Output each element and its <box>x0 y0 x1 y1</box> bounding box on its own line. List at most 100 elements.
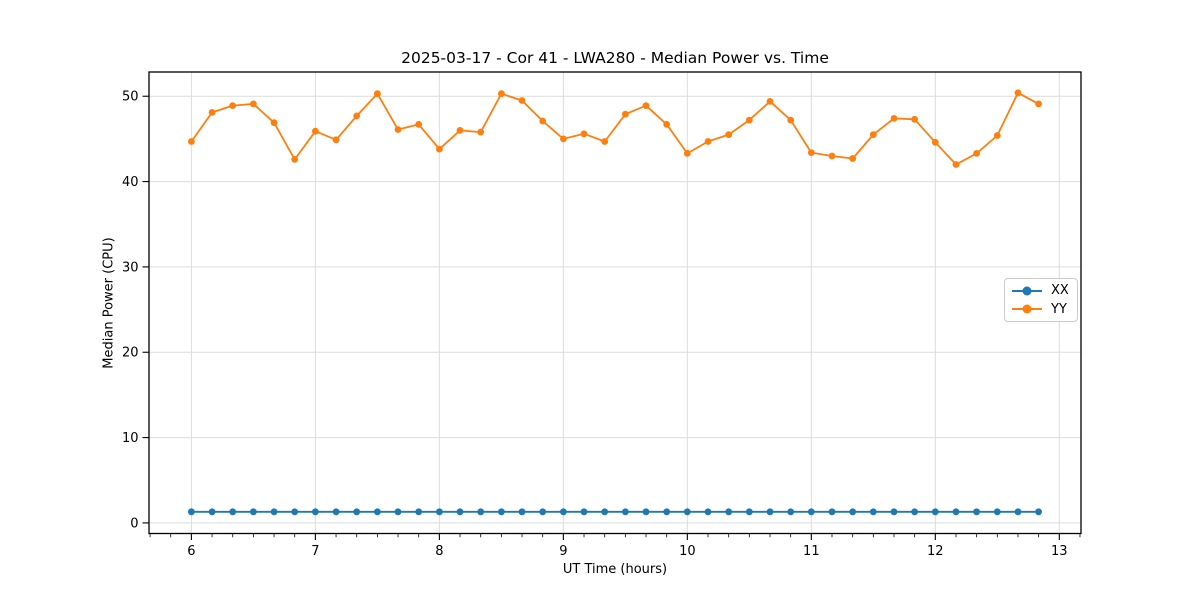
series-yy-marker <box>498 90 505 98</box>
axes-spines <box>148 71 1082 535</box>
series-xx-marker <box>931 508 939 516</box>
series-xx-marker <box>353 508 361 516</box>
series-yy-marker <box>1014 89 1022 97</box>
series-xx-marker <box>890 508 898 516</box>
series-xx-marker <box>869 508 877 516</box>
y-tick-label: 30 <box>122 260 139 275</box>
series-xx-marker <box>787 508 795 516</box>
series-yy-marker <box>188 138 195 145</box>
series-xx-marker <box>188 508 195 516</box>
series-yy-marker <box>477 128 485 136</box>
series-xx-marker <box>436 508 443 516</box>
series-yy-marker <box>973 150 980 157</box>
series-yy-marker <box>622 110 629 118</box>
series-yy-marker <box>952 161 960 168</box>
series-xx-marker <box>394 508 402 516</box>
chart-title: 2025-03-17 - Cor 41 - LWA280 - Median Po… <box>401 49 829 67</box>
x-tick-label: 10 <box>679 544 696 559</box>
series-xx-marker <box>849 508 857 516</box>
series-xx-marker <box>332 508 340 516</box>
series-yy-marker <box>745 116 753 124</box>
series-yy-marker <box>415 121 423 128</box>
series-xx-marker <box>1014 508 1022 516</box>
series-xx-marker <box>993 508 1001 516</box>
series-xx-marker <box>208 508 216 516</box>
legend-label-yy: YY <box>1051 301 1067 317</box>
series-xx-marker <box>745 508 753 516</box>
series-yy-marker <box>312 127 319 135</box>
series-xx-marker <box>973 508 980 516</box>
series-xx-marker <box>477 508 485 516</box>
series-yy-marker <box>229 102 237 109</box>
series-xx-marker <box>601 508 609 516</box>
series-xx-marker <box>725 508 733 516</box>
series-xx-marker <box>952 508 960 516</box>
series-xx-marker <box>456 508 464 516</box>
series-yy-marker <box>663 121 671 128</box>
series-yy-marker <box>787 116 795 124</box>
series-yy-marker <box>849 155 857 162</box>
series-xx-marker <box>704 508 712 516</box>
series-xx-marker <box>560 508 567 516</box>
series-yy-marker <box>683 150 691 157</box>
x-tick-label: 7 <box>311 544 319 559</box>
legend-item-xx: XX <box>1012 282 1070 299</box>
series-xx-marker <box>518 508 526 516</box>
y-tick-label: 10 <box>122 431 139 446</box>
series-yy-marker <box>931 138 939 146</box>
series-xx-marker <box>911 508 918 516</box>
legend: XX YY <box>1004 278 1078 322</box>
series-xx-marker <box>642 508 650 516</box>
series-yy-marker <box>456 126 464 134</box>
series-yy-marker <box>436 145 443 153</box>
series-yy-marker <box>890 115 898 122</box>
series-xx-marker <box>828 508 836 516</box>
series-yy-marker <box>766 98 774 105</box>
series-yy-marker <box>518 97 526 104</box>
series-xx-marker <box>683 508 691 516</box>
series-yy-marker <box>353 112 361 120</box>
x-tick-label: 13 <box>1051 544 1068 559</box>
series-xx-marker <box>374 508 381 516</box>
series-yy-marker <box>208 109 216 116</box>
series-xx-marker <box>291 508 299 516</box>
x-tick-label: 8 <box>435 544 443 559</box>
legend-item-yy: YY <box>1012 301 1070 318</box>
y-tick-label: 40 <box>122 175 139 190</box>
series-yy-marker <box>270 119 278 127</box>
series-yy-marker <box>394 126 402 133</box>
y-tick-label: 0 <box>130 516 138 531</box>
series-xx-marker <box>250 508 257 516</box>
y-tick-label: 20 <box>122 346 139 361</box>
series-xx-marker <box>312 508 319 516</box>
series-yy-marker <box>580 130 588 138</box>
series-yy-marker <box>1035 100 1042 108</box>
series-yy-marker <box>642 102 650 109</box>
y-tick-label: 50 <box>122 90 139 105</box>
legend-label-xx: XX <box>1051 283 1069 299</box>
series-xx-marker <box>270 508 278 516</box>
series-yy-marker <box>601 138 609 145</box>
series-xx-marker <box>1035 508 1042 516</box>
series-yy-line <box>190 91 1040 166</box>
series-yy-marker <box>993 132 1001 139</box>
x-axis-label: UT Time (hours) <box>562 562 668 577</box>
series-yy-marker <box>911 115 918 123</box>
series-xx-marker <box>807 508 815 516</box>
series-xx-marker <box>498 508 505 516</box>
series-yy-marker <box>291 156 299 163</box>
series-xx-marker <box>229 508 237 516</box>
series-xx-marker <box>766 508 774 516</box>
x-tick-label: 6 <box>187 544 195 559</box>
series-yy-marker <box>539 117 547 125</box>
series-yy-marker <box>560 135 567 143</box>
legend-line-marker-swatch <box>1012 304 1042 315</box>
x-tick-label: 9 <box>559 544 567 559</box>
series-xx-marker <box>415 508 423 516</box>
series-xx-marker <box>580 508 588 516</box>
series-yy-marker <box>332 136 340 144</box>
series-yy-marker <box>807 149 815 157</box>
x-tick-label: 12 <box>927 544 944 559</box>
